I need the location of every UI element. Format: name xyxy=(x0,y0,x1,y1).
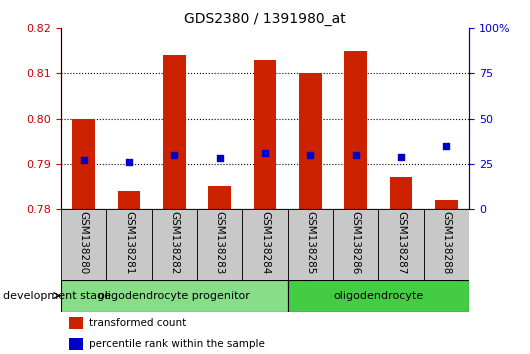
Bar xyxy=(333,209,378,280)
Text: GSM138282: GSM138282 xyxy=(169,211,179,274)
Text: transformed count: transformed count xyxy=(89,318,186,327)
Bar xyxy=(152,209,197,280)
Bar xyxy=(299,73,322,209)
Point xyxy=(80,157,88,163)
Bar xyxy=(208,186,231,209)
Text: oligodendrocyte: oligodendrocyte xyxy=(333,291,423,301)
Bar xyxy=(107,209,152,280)
Point xyxy=(170,152,179,158)
Bar xyxy=(61,280,288,312)
Text: GSM138287: GSM138287 xyxy=(396,211,406,274)
Bar xyxy=(288,209,333,280)
Text: GSM138284: GSM138284 xyxy=(260,211,270,274)
Point xyxy=(397,154,405,159)
Text: GSM138283: GSM138283 xyxy=(215,211,225,274)
Text: percentile rank within the sample: percentile rank within the sample xyxy=(89,339,264,349)
Text: oligodendrocyte progenitor: oligodendrocyte progenitor xyxy=(99,291,250,301)
Point xyxy=(215,155,224,161)
Text: GSM138288: GSM138288 xyxy=(441,211,452,274)
Bar xyxy=(118,191,140,209)
Point xyxy=(306,152,315,158)
Bar xyxy=(242,209,288,280)
Bar xyxy=(72,119,95,209)
Bar xyxy=(423,209,469,280)
Bar xyxy=(61,209,107,280)
Point xyxy=(442,143,450,149)
Bar xyxy=(435,200,458,209)
Bar xyxy=(390,177,412,209)
Title: GDS2380 / 1391980_at: GDS2380 / 1391980_at xyxy=(184,12,346,26)
Bar xyxy=(288,280,469,312)
Bar xyxy=(69,316,83,329)
Point xyxy=(351,152,360,158)
Bar xyxy=(69,338,83,350)
Point xyxy=(125,159,133,165)
Text: GSM138285: GSM138285 xyxy=(305,211,315,274)
Bar xyxy=(378,209,423,280)
Bar xyxy=(254,60,276,209)
Text: GSM138280: GSM138280 xyxy=(78,211,89,274)
Bar xyxy=(197,209,242,280)
Text: GSM138281: GSM138281 xyxy=(124,211,134,274)
Bar xyxy=(344,51,367,209)
Text: GSM138286: GSM138286 xyxy=(351,211,361,274)
Point xyxy=(261,150,269,156)
Text: development stage: development stage xyxy=(3,291,111,301)
Bar xyxy=(163,56,186,209)
